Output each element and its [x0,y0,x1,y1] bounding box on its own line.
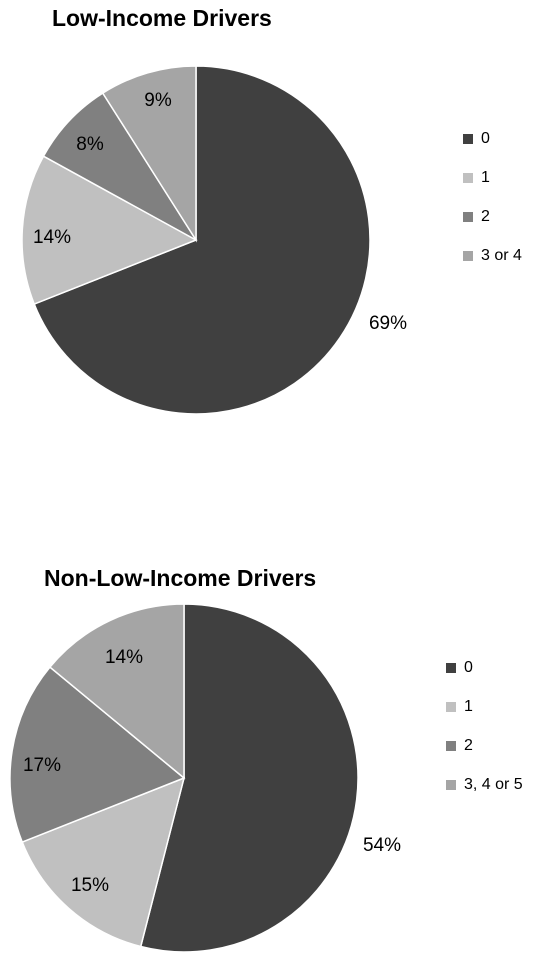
pie-slice-0 [139,603,359,953]
legend-label: 2 [481,208,490,225]
legend-item: 2 [463,207,522,227]
pie-slice-3-4-or-5 [48,603,185,780]
legend-label: 0 [464,659,473,676]
data-label: 8% [76,134,104,155]
data-label: 14% [33,227,71,248]
legend-label: 0 [481,130,490,147]
legend-item: 0 [463,129,522,149]
legend-swatch [446,663,456,673]
chart-low-income: Low-Income Drivers 69% 14% 8% 9% 0 1 2 3 or… [0,0,541,470]
pie-slice-0 [33,65,371,415]
pie-slice-3-or-4 [101,65,197,243]
data-label: 17% [23,755,61,776]
legend-item: 0 [446,658,523,678]
legend-swatch [446,780,456,790]
chart-title: Non-Low-Income Drivers [44,565,317,591]
legend-label: 1 [464,698,473,715]
legend-item: 3, 4 or 5 [446,775,523,795]
legend: 0 1 2 3 or 4 [463,129,522,285]
legend-label: 1 [481,169,490,186]
pie-slice-1 [21,155,198,306]
legend-swatch [463,134,473,144]
data-label: 14% [105,647,143,668]
legend-swatch [446,741,456,751]
legend-swatch [446,702,456,712]
legend: 0 1 2 3, 4 or 5 [446,658,523,814]
legend-item: 1 [446,697,523,717]
data-label: 9% [144,90,172,111]
pie-slice-1 [21,776,186,948]
data-label: 69% [369,313,407,334]
legend-swatch [463,251,473,261]
chart-title: Low-Income Drivers [52,5,272,31]
legend-label: 3, 4 or 5 [464,776,523,793]
legend-item: 3 or 4 [463,246,522,266]
data-label: 54% [363,835,401,856]
legend-label: 2 [464,737,473,754]
pie-chart-non-low-income: 54% 15% 17% 14% [9,603,401,953]
legend-swatch [463,212,473,222]
legend-swatch [463,173,473,183]
data-label: 15% [71,875,109,896]
legend-item: 2 [446,736,523,756]
legend-label: 3 or 4 [481,247,522,264]
pie-slice-2 [9,666,186,844]
chart-non-low-income: Non-Low-Income Drivers 54% 15% 17% 14% 0 1 … [0,560,541,966]
pie-chart-low-income: 69% 14% 8% 9% [21,65,407,415]
legend-item: 1 [463,168,522,188]
